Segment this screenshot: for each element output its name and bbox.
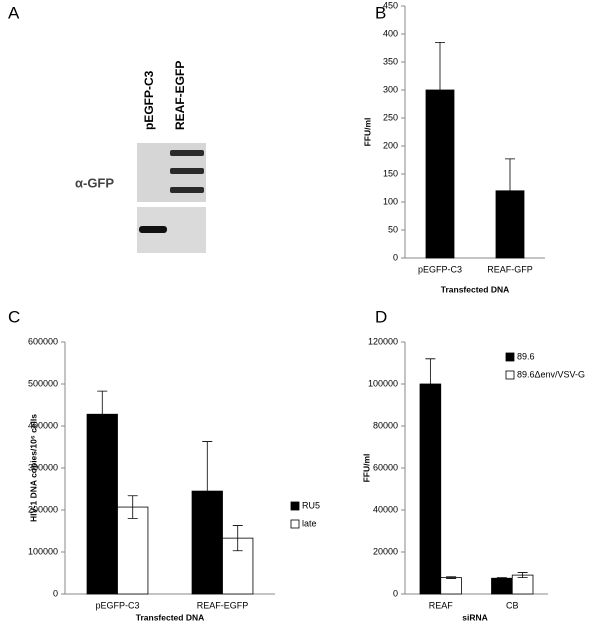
y-tick-label: 100 xyxy=(383,196,398,206)
y-tick-label: 250 xyxy=(383,112,398,122)
legend-swatch xyxy=(290,519,300,529)
error-bar xyxy=(127,495,138,519)
bar xyxy=(419,383,442,595)
y-tick-label: 20000 xyxy=(373,546,398,556)
band xyxy=(139,226,167,233)
error-bar xyxy=(435,42,445,138)
band xyxy=(170,168,204,174)
y-tick-label: 200 xyxy=(383,140,398,150)
y-axis-label: HIV-1 DNA copies/10⁶ cells xyxy=(28,414,38,522)
lane-label: pEGFP-C3 xyxy=(142,70,156,130)
legend-swatch xyxy=(290,501,300,511)
legend-swatch xyxy=(505,352,515,362)
panel-letter: D xyxy=(375,307,387,326)
western-blot xyxy=(137,143,206,253)
y-tick-label: 0 xyxy=(393,588,398,598)
x-axis-label: Transfected DNA xyxy=(136,612,205,622)
legend-label: 89.6 xyxy=(517,351,535,361)
x-tick-label: pEGFP-C3 xyxy=(418,264,462,274)
y-tick-label: 60000 xyxy=(373,462,398,472)
y-tick-label: 350 xyxy=(383,56,398,66)
lane-label: REAF-EGFP xyxy=(173,61,187,130)
panel-letter: A xyxy=(8,3,20,22)
bar xyxy=(86,413,118,595)
y-tick-label: 40000 xyxy=(373,504,398,514)
error-bar xyxy=(517,572,528,579)
y-axis-label: FFU/ml xyxy=(361,454,371,483)
y-tick-label: 300000 xyxy=(28,462,58,472)
y-tick-label: 100000 xyxy=(28,546,58,556)
legend-label: late xyxy=(302,518,317,528)
y-tick-label: 150 xyxy=(383,168,398,178)
y-tick-label: 500000 xyxy=(28,378,58,388)
panel-letter: B xyxy=(375,3,386,22)
x-tick-label: REAF-GFP xyxy=(487,264,533,274)
x-tick-label: REAF-EGFP xyxy=(197,600,249,610)
bar xyxy=(117,506,149,595)
error-bar xyxy=(446,576,457,579)
y-tick-label: 600000 xyxy=(28,336,58,346)
legend-label: RU5 xyxy=(302,500,320,510)
x-tick-label: CB xyxy=(506,600,519,610)
y-tick-label: 400000 xyxy=(28,420,58,430)
y-tick-label: 0 xyxy=(53,588,58,598)
bar xyxy=(440,577,462,595)
y-tick-label: 200000 xyxy=(28,504,58,514)
band xyxy=(170,150,204,156)
x-tick-label: REAF xyxy=(429,600,454,610)
y-tick-label: 300 xyxy=(383,84,398,94)
y-tick-label: 80000 xyxy=(373,420,398,430)
error-bar xyxy=(496,577,507,580)
bar xyxy=(491,577,513,595)
panel-letter: C xyxy=(8,307,20,326)
error-bar xyxy=(97,390,108,438)
y-tick-label: 450 xyxy=(383,0,398,10)
y-tick-label: 0 xyxy=(393,252,398,262)
legend-swatch xyxy=(505,370,515,380)
error-bar xyxy=(232,525,243,552)
y-tick-label: 50 xyxy=(388,224,398,234)
x-tick-label: pEGFP-C3 xyxy=(95,600,139,610)
antibody-label: α-GFP xyxy=(75,175,114,190)
band xyxy=(170,187,204,193)
y-tick-label: 400 xyxy=(383,28,398,38)
x-axis-label: siRNA xyxy=(462,612,488,622)
legend-label: 89.6Δenv/VSV-G xyxy=(517,369,585,379)
y-tick-label: 120000 xyxy=(368,336,398,346)
error-bar xyxy=(425,358,436,410)
y-tick-label: 100000 xyxy=(368,378,398,388)
x-axis-label: Transfected DNA xyxy=(441,284,510,294)
y-axis-label: FFU/ml xyxy=(362,118,372,147)
error-bar xyxy=(505,158,515,224)
error-bar xyxy=(202,441,213,542)
